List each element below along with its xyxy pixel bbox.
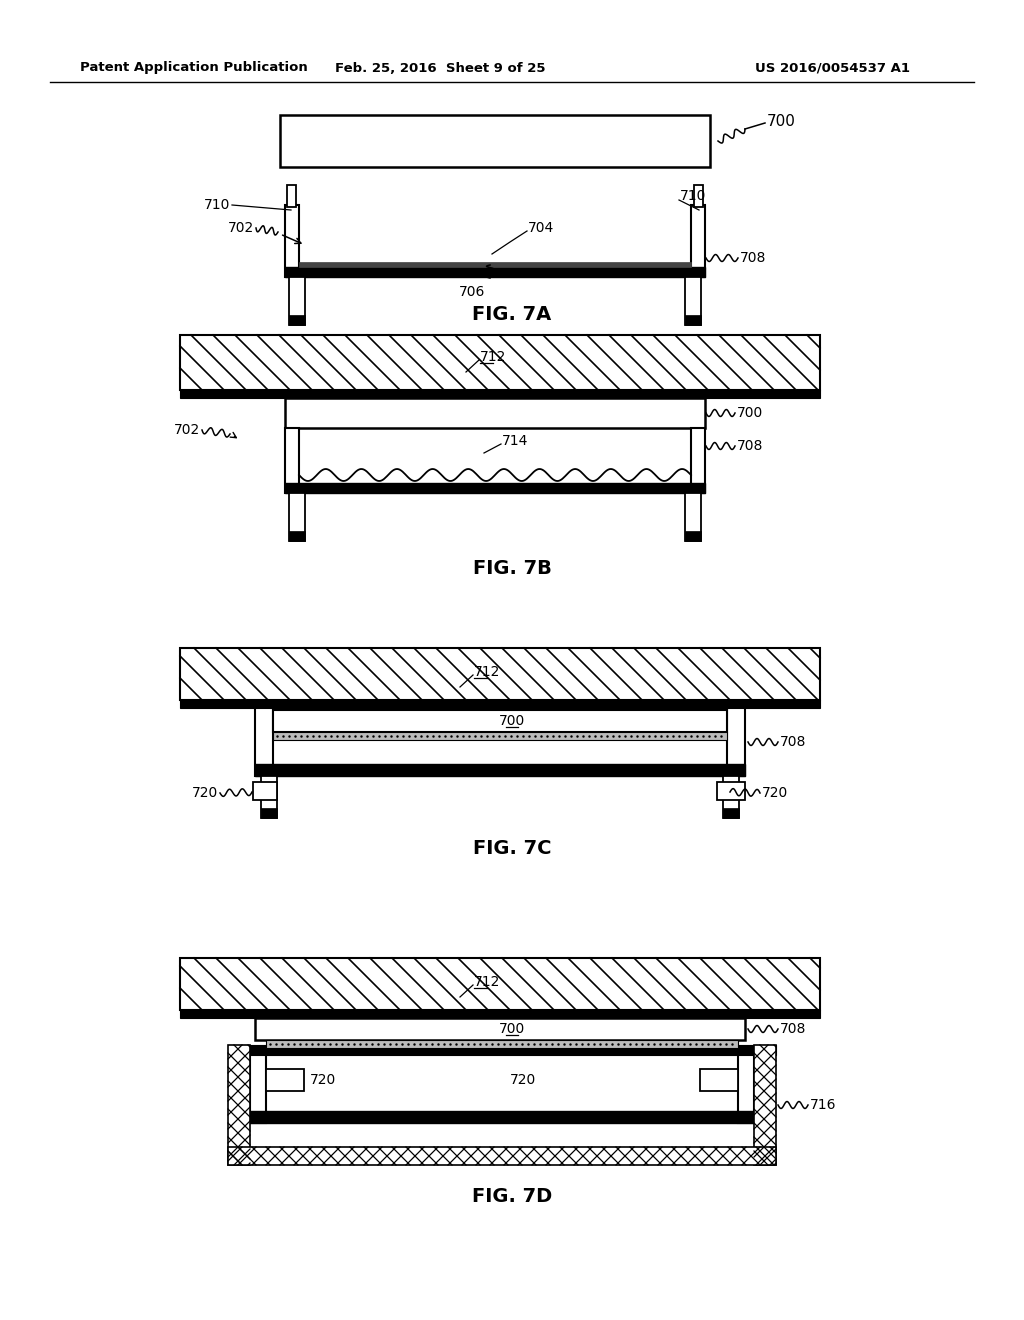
Bar: [228, 1045, 250, 1166]
Bar: [180, 389, 820, 399]
Bar: [180, 958, 820, 1010]
Bar: [228, 1147, 776, 1166]
Text: Feb. 25, 2016  Sheet 9 of 25: Feb. 25, 2016 Sheet 9 of 25: [335, 62, 545, 74]
Text: 708: 708: [737, 440, 763, 453]
Bar: [691, 428, 705, 492]
Bar: [228, 1045, 776, 1055]
Bar: [723, 776, 739, 818]
Bar: [685, 315, 701, 325]
Text: 714: 714: [502, 434, 528, 447]
Bar: [180, 648, 820, 700]
Text: 708: 708: [780, 735, 806, 748]
Bar: [180, 958, 820, 1010]
Text: US 2016/0054537 A1: US 2016/0054537 A1: [755, 62, 910, 74]
Bar: [253, 781, 278, 800]
Text: 712: 712: [480, 350, 507, 364]
Text: 708: 708: [780, 1022, 806, 1036]
Bar: [285, 483, 705, 492]
Text: 702: 702: [227, 220, 254, 235]
Bar: [289, 531, 305, 541]
Bar: [727, 708, 745, 776]
Text: Patent Application Publication: Patent Application Publication: [80, 62, 308, 74]
Bar: [299, 261, 691, 267]
Text: 700: 700: [499, 714, 525, 729]
Bar: [250, 1111, 754, 1123]
Bar: [180, 335, 820, 389]
Text: 716: 716: [810, 1098, 837, 1111]
Text: FIG. 7C: FIG. 7C: [473, 838, 551, 858]
Bar: [754, 1045, 776, 1166]
Bar: [691, 205, 705, 277]
Bar: [180, 335, 820, 389]
Text: FIG. 7D: FIG. 7D: [472, 1188, 552, 1206]
Bar: [266, 1040, 738, 1048]
Text: 700: 700: [737, 407, 763, 420]
Bar: [273, 710, 727, 733]
Text: 710: 710: [204, 198, 230, 213]
Text: 704: 704: [528, 220, 554, 235]
Bar: [180, 1010, 820, 1018]
Bar: [285, 428, 299, 492]
Bar: [285, 205, 299, 277]
Text: FIG. 7B: FIG. 7B: [472, 560, 552, 578]
Bar: [289, 492, 305, 541]
Text: 706: 706: [459, 285, 485, 300]
Bar: [280, 115, 710, 168]
Text: 718: 718: [265, 1148, 292, 1162]
Text: 708: 708: [740, 251, 766, 265]
Bar: [700, 1069, 738, 1092]
Bar: [289, 277, 305, 325]
Text: 700: 700: [767, 115, 796, 129]
Text: 700: 700: [499, 1022, 525, 1036]
Bar: [273, 733, 727, 741]
Text: 712: 712: [474, 665, 501, 678]
Bar: [738, 1055, 754, 1123]
Text: 720: 720: [762, 785, 788, 800]
Bar: [723, 808, 739, 818]
Bar: [717, 781, 745, 800]
Bar: [180, 648, 820, 700]
Bar: [180, 700, 820, 708]
Bar: [289, 315, 305, 325]
Bar: [266, 1069, 304, 1092]
Bar: [285, 267, 705, 277]
Text: 720: 720: [191, 785, 218, 800]
Bar: [255, 764, 745, 776]
Bar: [255, 1018, 745, 1040]
Bar: [685, 492, 701, 541]
Bar: [285, 399, 705, 428]
Bar: [261, 776, 278, 818]
Bar: [685, 277, 701, 325]
Text: 702: 702: [174, 422, 200, 437]
Bar: [694, 185, 703, 207]
Bar: [255, 708, 273, 776]
Bar: [287, 185, 296, 207]
Text: 720: 720: [310, 1073, 336, 1086]
Bar: [250, 1055, 266, 1123]
Text: FIG. 7A: FIG. 7A: [472, 305, 552, 325]
Text: 710: 710: [680, 189, 707, 203]
Text: 720: 720: [510, 1073, 537, 1086]
Text: 712: 712: [474, 975, 501, 989]
Bar: [261, 808, 278, 818]
Bar: [685, 531, 701, 541]
